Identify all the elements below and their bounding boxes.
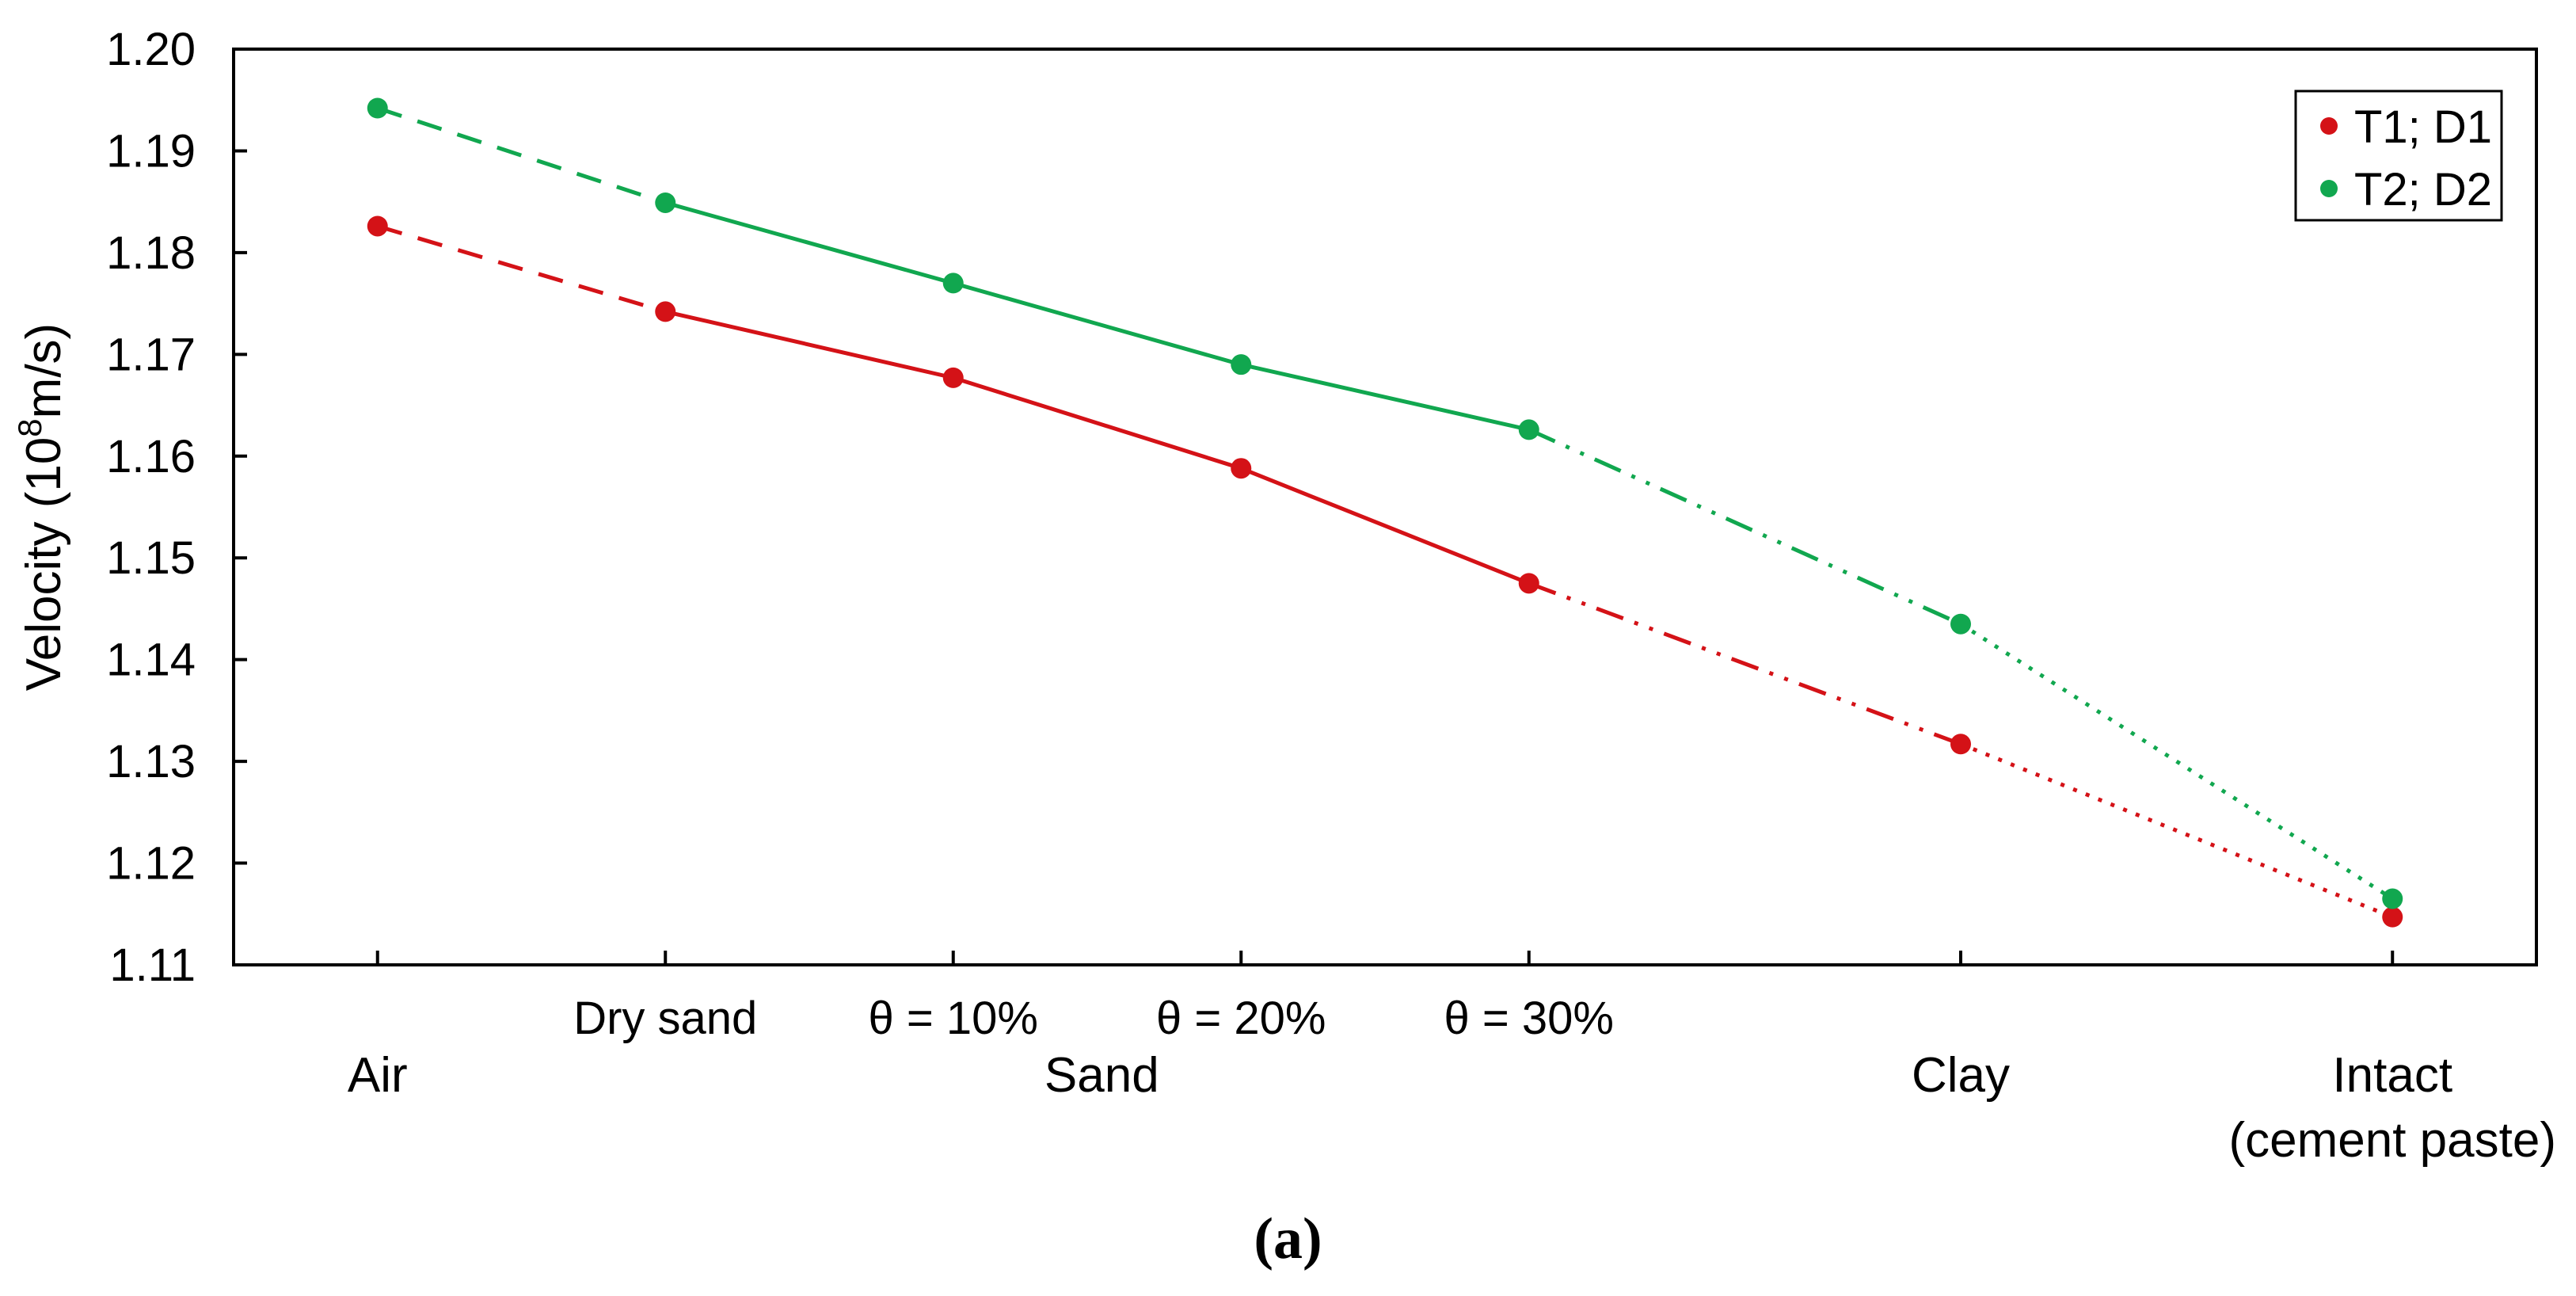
series-segment <box>1240 466 1530 585</box>
y-tick-label: 1.16 <box>106 431 196 482</box>
data-point <box>1518 419 1539 440</box>
y-tick-label: 1.18 <box>106 227 196 279</box>
x-label-row2-line2: (cement paste) <box>2228 1113 2556 1168</box>
x-label-row1: θ = 10% <box>869 993 1038 1044</box>
series-segment <box>376 106 667 205</box>
series-segment <box>1960 741 2394 919</box>
series-segment <box>952 375 1242 471</box>
data-point <box>1950 734 1971 755</box>
x-label-row2: Sand <box>1044 1048 1159 1103</box>
y-tick-label: 1.12 <box>106 838 196 890</box>
series-segment <box>664 200 954 285</box>
series-segment <box>377 224 666 314</box>
x-label-row1: θ = 20% <box>1156 993 1326 1044</box>
x-label-row2: Clay <box>1912 1048 2010 1103</box>
data-point <box>1518 573 1539 594</box>
y-tick-label: 1.14 <box>106 635 196 686</box>
data-point <box>2382 888 2403 909</box>
series-segment <box>1240 362 1530 432</box>
data-point <box>655 192 676 213</box>
y-tick-label: 1.11 <box>109 940 196 991</box>
data-point <box>655 301 676 322</box>
data-point <box>367 215 388 237</box>
data-point <box>942 367 964 388</box>
plot-border <box>232 48 2538 966</box>
legend-label: T1; D1 <box>2354 101 2492 153</box>
data-point <box>1231 458 1252 479</box>
legend: T1; D1 T2; D2 <box>2294 90 2503 222</box>
legend-marker <box>2320 180 2338 197</box>
series-segment <box>1528 581 1961 746</box>
x-label-row2: Intact <box>2332 1048 2452 1103</box>
figure-caption: (a) <box>1254 1206 1322 1271</box>
data-point <box>1950 613 1971 635</box>
y-tick-label: 1.17 <box>106 329 196 380</box>
x-label-row1: θ = 30% <box>1444 993 1614 1044</box>
y-tick-label: 1.20 <box>106 24 196 75</box>
series-segment <box>1528 428 1962 626</box>
series-segment <box>664 309 954 380</box>
legend-marker <box>2320 117 2338 135</box>
y-tick-label: 1.19 <box>106 125 196 177</box>
data-point <box>942 273 964 294</box>
y-tick-label: 1.15 <box>106 532 196 584</box>
series-segment <box>953 281 1242 367</box>
data-point <box>367 97 388 119</box>
legend-box <box>2294 90 2503 222</box>
x-label-row1: Dry sand <box>573 993 757 1044</box>
y-tick-label: 1.13 <box>106 736 196 787</box>
series-segment <box>1959 622 2394 901</box>
x-label-row2: Air <box>348 1048 408 1103</box>
data-point <box>1231 354 1252 375</box>
legend-label: T2; D2 <box>2354 164 2492 215</box>
y-axis-title: Velocity (108m/s) <box>11 323 71 691</box>
data-point <box>2382 906 2403 928</box>
